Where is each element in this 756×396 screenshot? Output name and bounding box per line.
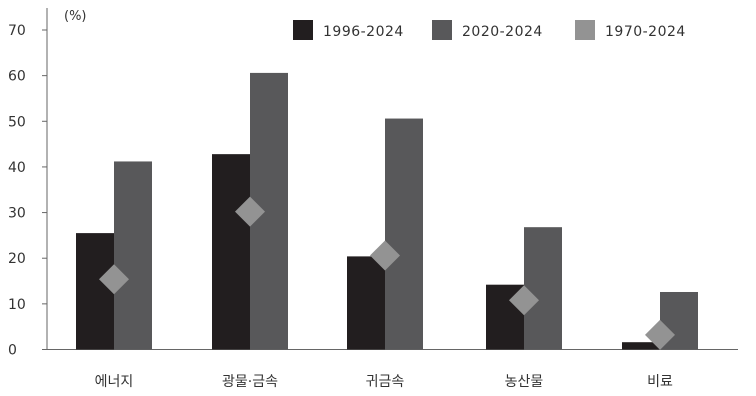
- category-label: 농산물: [505, 374, 544, 390]
- legend-swatch: [575, 20, 595, 40]
- bar-1996-2024-2: [347, 256, 385, 350]
- y-tick-label: 10: [8, 297, 26, 313]
- bar-2020-2024-0: [114, 161, 152, 350]
- category-label: 에너지: [95, 374, 134, 390]
- bar-1996-2024-0: [76, 233, 114, 350]
- bars: [76, 72, 698, 350]
- legend-swatch: [432, 20, 452, 40]
- bar-2020-2024-3: [524, 227, 562, 350]
- legend-label: 2020-2024: [462, 24, 543, 40]
- bar-2020-2024-2: [385, 118, 423, 350]
- y-ticks: 0 10 20 30 40 50 60 70: [8, 23, 47, 359]
- y-tick-label: 30: [8, 206, 26, 222]
- marker-1970-2024-4: [645, 319, 675, 350]
- y-unit-label: (%): [64, 9, 87, 24]
- bar-1996-2024-4: [622, 342, 660, 350]
- marker-1970-2024-3: [509, 285, 539, 316]
- marker-1970-2024-0: [99, 264, 129, 295]
- legend: 1996-2024 2020-2024 1970-2024: [293, 20, 686, 40]
- marker-1970-2024-2: [370, 240, 400, 271]
- y-tick-label: 40: [8, 160, 26, 176]
- y-tick-label: 50: [8, 114, 26, 130]
- legend-label: 1970-2024: [605, 24, 686, 40]
- category-label: 광물·금속: [222, 374, 278, 390]
- y-tick-label: 0: [8, 343, 17, 359]
- markers: [99, 196, 675, 350]
- bar-1996-2024-1: [212, 154, 250, 350]
- legend-swatch: [293, 20, 313, 40]
- category-label: 귀금속: [366, 374, 405, 390]
- y-tick-label: 70: [8, 23, 26, 39]
- y-tick-label: 20: [8, 251, 26, 267]
- category-label: 비료: [647, 374, 673, 390]
- marker-1970-2024-1: [235, 196, 265, 227]
- x-labels: 에너지 광물·금속 귀금속 농산물 비료: [95, 374, 673, 390]
- y-tick-label: 60: [8, 69, 26, 85]
- legend-label: 1996-2024: [323, 24, 404, 40]
